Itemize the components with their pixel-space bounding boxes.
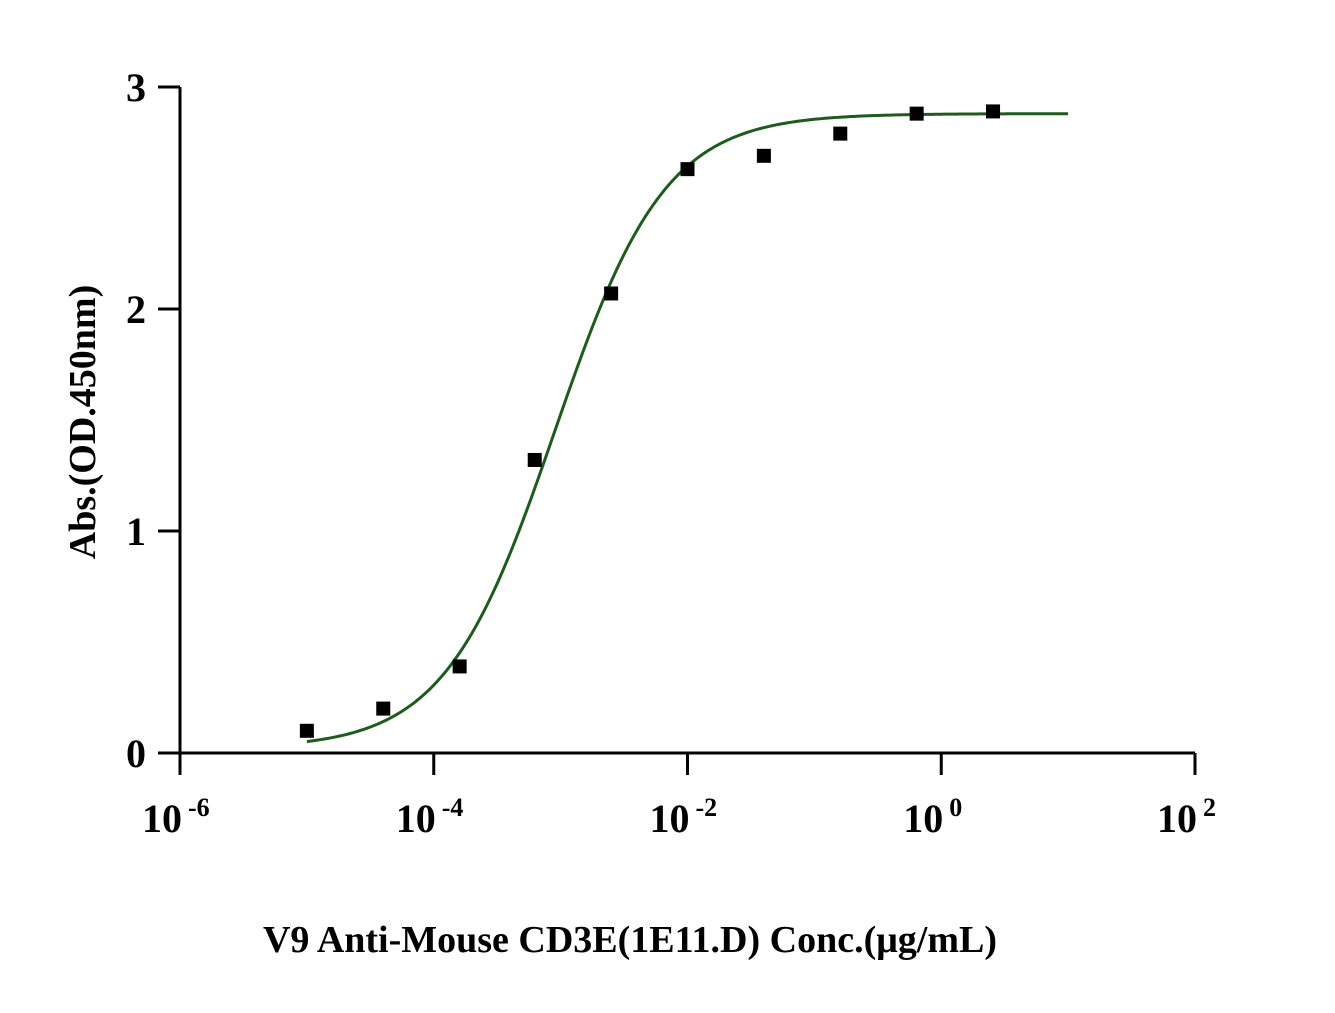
- fit-curve: [306, 112, 1069, 744]
- x-tick-label: 10 -6: [142, 793, 210, 841]
- y-tick-label: 2: [126, 287, 146, 332]
- x-tick-label: 10 -4: [396, 793, 464, 841]
- data-point: [986, 104, 1001, 119]
- x-tick-label: 10 -2: [650, 793, 718, 841]
- x-axis-title: V9 Anti-Mouse CD3E(1E11.D) Conc.(μg/mL): [263, 919, 997, 961]
- data-point: [376, 701, 391, 716]
- data-point: [299, 723, 314, 738]
- data-point: [527, 452, 542, 467]
- data-points: [299, 104, 1001, 738]
- ticks: 0 1 2 3 10 -6 10 -4 10 -2 10 0 10 2: [126, 65, 1216, 841]
- data-point: [909, 106, 924, 121]
- x-tick-label: 10 0: [903, 793, 962, 841]
- data-point: [604, 286, 619, 301]
- axes: [178, 87, 1195, 755]
- data-point: [833, 126, 848, 141]
- y-tick-label: 0: [126, 731, 146, 776]
- y-tick-label: 3: [126, 65, 146, 110]
- data-point: [452, 659, 467, 674]
- data-point: [680, 162, 695, 177]
- y-axis-title: Abs.(OD.450nm): [62, 285, 104, 559]
- y-tick-label: 1: [126, 509, 146, 554]
- x-tick-label: 10 2: [1157, 793, 1216, 841]
- data-point: [756, 148, 771, 163]
